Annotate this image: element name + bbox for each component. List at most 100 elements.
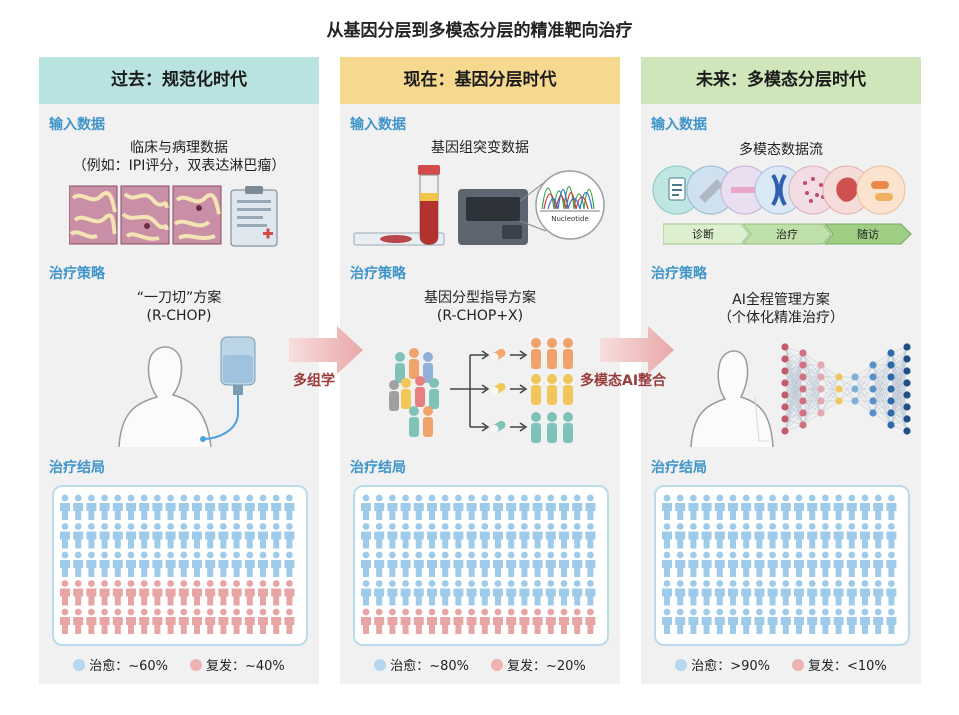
nn-node — [799, 409, 807, 417]
nn-node — [869, 373, 877, 381]
person-figure — [86, 580, 97, 606]
section-label-input: 输入数据 — [651, 117, 707, 133]
person-figure — [506, 551, 517, 577]
person-figure — [361, 523, 371, 549]
nn-node — [851, 397, 859, 405]
person-figure — [374, 580, 385, 606]
nn-node — [869, 385, 877, 393]
person-figure — [833, 608, 844, 634]
person-figure — [662, 551, 672, 577]
person-figure — [794, 523, 804, 549]
person-figure — [205, 580, 216, 606]
person-figure — [675, 523, 686, 549]
person-figure — [244, 523, 255, 549]
person-figure — [400, 580, 411, 606]
person-figure — [205, 608, 216, 634]
person-figure — [846, 580, 857, 606]
person-figure — [73, 580, 84, 606]
person-figure — [701, 523, 712, 549]
person-figure — [728, 551, 738, 577]
person-figure — [112, 551, 123, 577]
person-figure — [400, 608, 411, 634]
outcome-box — [654, 485, 910, 646]
person-figure — [165, 523, 176, 549]
legend-cure: 治愈：~80% — [390, 659, 469, 674]
person-figure — [192, 523, 202, 549]
person-figure — [688, 551, 699, 577]
person-figure — [585, 608, 596, 634]
person-figure — [413, 580, 424, 606]
person-figure — [493, 494, 503, 520]
relapse-dot — [792, 659, 804, 671]
person-figure — [559, 608, 569, 634]
person-figure — [440, 494, 451, 520]
person-figure — [205, 523, 216, 549]
person-figure — [532, 580, 543, 606]
person-figure — [165, 494, 176, 520]
person-figure — [833, 580, 844, 606]
outcome-legend: 治愈：~60% 复发：~40% — [39, 655, 319, 674]
nn-node — [887, 397, 895, 405]
person-figure — [466, 551, 477, 577]
nn-node — [835, 397, 843, 405]
person-figure — [86, 523, 97, 549]
person-figure — [846, 523, 857, 549]
person-figure — [178, 494, 189, 520]
person-figure — [192, 551, 202, 577]
person-figure — [218, 608, 229, 634]
person-figure — [479, 608, 490, 634]
person-figure — [585, 494, 596, 520]
person-figure — [73, 551, 84, 577]
person-figure — [453, 523, 464, 549]
person-figure — [413, 551, 424, 577]
nn-node — [817, 397, 825, 405]
person-figure — [60, 523, 70, 549]
person-figure — [387, 580, 398, 606]
person-figure — [479, 494, 490, 520]
person-figure — [559, 494, 569, 520]
person-figure — [152, 494, 163, 520]
nn-node — [781, 355, 789, 363]
person-figure — [99, 494, 110, 520]
nn-node — [781, 403, 789, 411]
person-figure — [152, 551, 163, 577]
person-figure — [714, 551, 725, 577]
nn-node — [903, 367, 911, 375]
person-figure — [427, 494, 437, 520]
person-figure — [493, 551, 503, 577]
strategy-text-line-2: (R-CHOP+X) — [436, 308, 524, 324]
nn-node — [799, 361, 807, 369]
person-figure — [873, 494, 884, 520]
nn-node — [835, 385, 843, 393]
genomic-sequencing-illustration: Nucleotide — [353, 165, 605, 246]
person-figure — [688, 580, 699, 606]
column-header: 现在：基因分层时代 — [340, 57, 620, 104]
person-figure — [519, 608, 530, 634]
nn-node — [781, 379, 789, 387]
person-figure — [506, 523, 517, 549]
person-figure — [427, 551, 437, 577]
person-figure — [794, 608, 804, 634]
person-figure — [271, 523, 282, 549]
section-label-outcome: 治疗结局 — [651, 460, 707, 476]
cure-dot — [374, 659, 387, 671]
person-figure — [244, 494, 255, 520]
person-figure — [780, 494, 791, 520]
person-figure — [218, 494, 229, 520]
person-figure — [714, 580, 725, 606]
legend-relapse: 复发：~40% — [206, 659, 285, 674]
person-figure — [231, 580, 242, 606]
person-figure — [126, 523, 136, 549]
person-figure — [559, 580, 569, 606]
legend-cure: 治愈：>90% — [691, 659, 770, 674]
nn-node — [851, 373, 859, 381]
nn-node — [781, 415, 789, 423]
nn-node — [799, 349, 807, 357]
person-figure — [284, 494, 295, 520]
person-figure — [701, 551, 712, 577]
person-figure — [860, 580, 870, 606]
person-figure — [701, 580, 712, 606]
person-figure — [493, 608, 503, 634]
person-figure — [662, 580, 672, 606]
person-figure — [532, 551, 543, 577]
